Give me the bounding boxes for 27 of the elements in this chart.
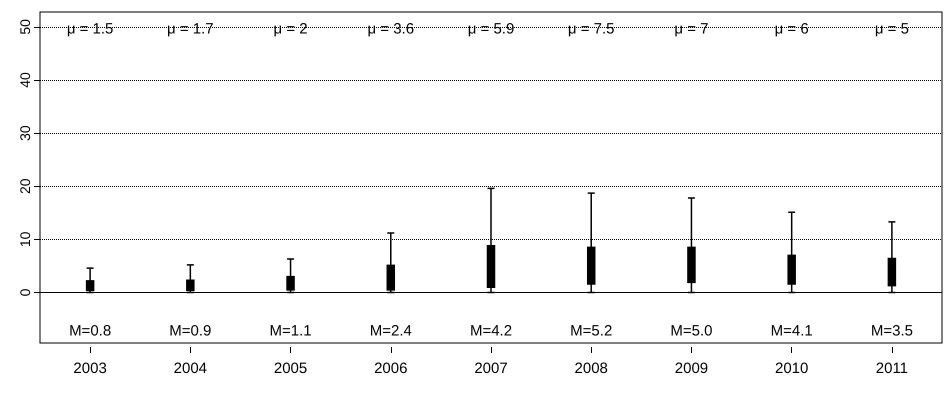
text: M=2.4 bbox=[370, 322, 412, 340]
y-tick-label: 50 bbox=[17, 18, 33, 35]
x-tick-label: 2003 bbox=[73, 360, 107, 377]
text: M=0.9 bbox=[169, 322, 212, 340]
x-tick-label: 2007 bbox=[474, 360, 508, 377]
x-tick-label: 2006 bbox=[374, 360, 408, 377]
text: M=4.2 bbox=[470, 322, 512, 340]
y-tick-label: 10 bbox=[17, 231, 33, 248]
x-tick-label: 2010 bbox=[774, 360, 808, 377]
text: M=5.0 bbox=[670, 322, 712, 340]
y-tick-label: 30 bbox=[17, 125, 33, 141]
x-tick-label: 2008 bbox=[574, 360, 608, 377]
x-tick-label: 2009 bbox=[674, 360, 708, 377]
text: M=1.1 bbox=[270, 322, 312, 340]
x-tick-label: 2011 bbox=[876, 360, 908, 377]
text: M=5.2 bbox=[570, 322, 612, 340]
text: M=3.5 bbox=[870, 322, 913, 340]
annotation: μ = 1.7 bbox=[167, 20, 214, 38]
text: M=0.8 bbox=[69, 322, 112, 340]
annotation: μ = 2 bbox=[274, 20, 308, 38]
x-tick-label: 2004 bbox=[174, 360, 208, 377]
x-tick-label: 2005 bbox=[274, 360, 308, 377]
y-tick-label: 40 bbox=[17, 72, 33, 88]
y-tick-label: 0 bbox=[17, 288, 33, 296]
text: M=4.1 bbox=[770, 322, 813, 340]
annotation: μ = 7 bbox=[674, 20, 708, 38]
y-tick-label: 20 bbox=[17, 178, 33, 194]
